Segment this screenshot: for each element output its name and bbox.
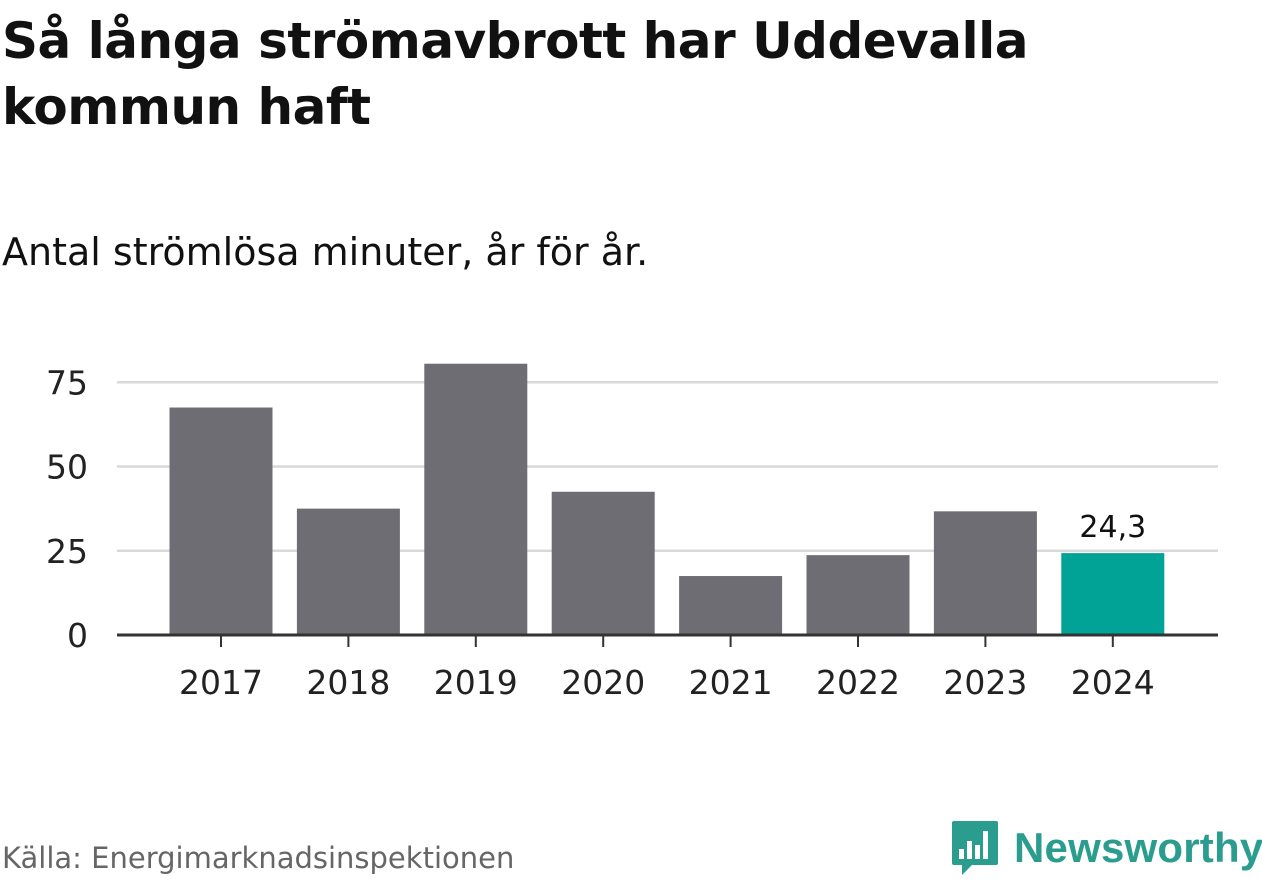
x-tick-label-2020: 2020 xyxy=(561,663,645,702)
x-tick-label-2017: 2017 xyxy=(179,663,263,702)
bar-2018 xyxy=(296,508,400,635)
bar-2020 xyxy=(551,491,655,635)
x-tick-label-2023: 2023 xyxy=(943,663,1027,702)
chart-title: Så långa strömavbrott har Uddevalla komm… xyxy=(2,12,1029,136)
bar-2023 xyxy=(933,511,1037,635)
y-tick-label-0: 0 xyxy=(67,616,88,655)
y-tick-label-50: 50 xyxy=(46,448,88,487)
y-tick-label-75: 75 xyxy=(46,363,88,402)
y-tick-label-25: 25 xyxy=(46,532,88,571)
bar-2024 xyxy=(1061,553,1165,635)
bar-2021 xyxy=(679,576,783,635)
newsworthy-logo: Newsworthy xyxy=(950,818,1262,878)
bar-chart-speech-bubble-icon xyxy=(952,821,998,875)
data-label-2024: 24,3 xyxy=(1079,510,1146,545)
chart-subtitle: Antal strömlösa minuter, år för år. xyxy=(2,230,649,274)
bar-2022 xyxy=(806,555,910,635)
x-tick-label-2022: 2022 xyxy=(816,663,900,702)
x-tick-label-2021: 2021 xyxy=(689,663,773,702)
x-tick-label-2019: 2019 xyxy=(434,663,518,702)
source-note: Källa: Energimarknadsinspektionen xyxy=(2,841,515,875)
x-tick-label-2024: 2024 xyxy=(1071,663,1155,702)
bar-2017 xyxy=(169,407,273,635)
bar-chart: 0 25 50 75 2017 2018 2019 2020 2021 2022 2023 2024 2… xyxy=(46,363,1218,702)
x-tick-label-2018: 2018 xyxy=(306,663,390,702)
bar-2019 xyxy=(424,363,528,635)
brand-name: Newsworthy xyxy=(1014,824,1262,871)
